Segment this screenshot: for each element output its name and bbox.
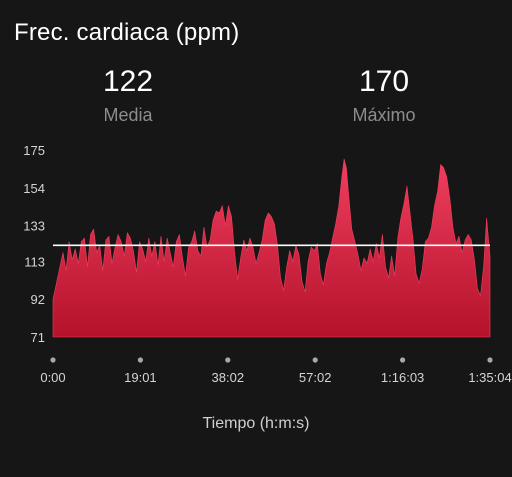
x-tick-label: 38:02 [212, 370, 245, 385]
y-tick-label: 92 [31, 292, 45, 307]
x-tick-label: 1:35:04 [468, 370, 511, 385]
x-tick-dot [137, 357, 143, 363]
x-axis-label: Tiempo (h:m:s) [202, 415, 310, 432]
maximum-stat: 170 Máximo [304, 64, 464, 126]
x-tick-label: 57:02 [299, 370, 332, 385]
maximum-value: 170 [358, 65, 410, 98]
x-tick-dot [225, 357, 231, 363]
x-tick-dot [487, 357, 493, 363]
x-tick-dot [312, 357, 318, 363]
y-tick-label: 113 [24, 254, 45, 269]
y-tick-label: 175 [23, 143, 45, 158]
x-tick-label: 0:00 [40, 370, 65, 385]
chart-title: Frec. cardiaca (ppm) [14, 19, 240, 46]
y-tick-label: 154 [23, 181, 45, 196]
average-stat: 122 Media [48, 64, 208, 126]
y-tick-label: 133 [23, 219, 45, 234]
x-tick-label: 1:16:03 [381, 370, 424, 385]
x-tick-dot [400, 357, 406, 363]
y-axis: 175 154 133 113 92 71 [23, 143, 45, 345]
x-tick-label: 19:01 [124, 370, 157, 385]
y-tick-label: 71 [31, 330, 45, 345]
x-axis: 0:00 19:01 38:02 57:02 1:16:03 1:35:04 [40, 357, 512, 385]
plot-area [52, 158, 491, 338]
average-value: 122 [102, 65, 154, 98]
maximum-label: Máximo [352, 105, 416, 125]
x-tick-dot [50, 357, 56, 363]
heart-rate-area [52, 158, 491, 338]
average-label: Media [103, 105, 153, 125]
